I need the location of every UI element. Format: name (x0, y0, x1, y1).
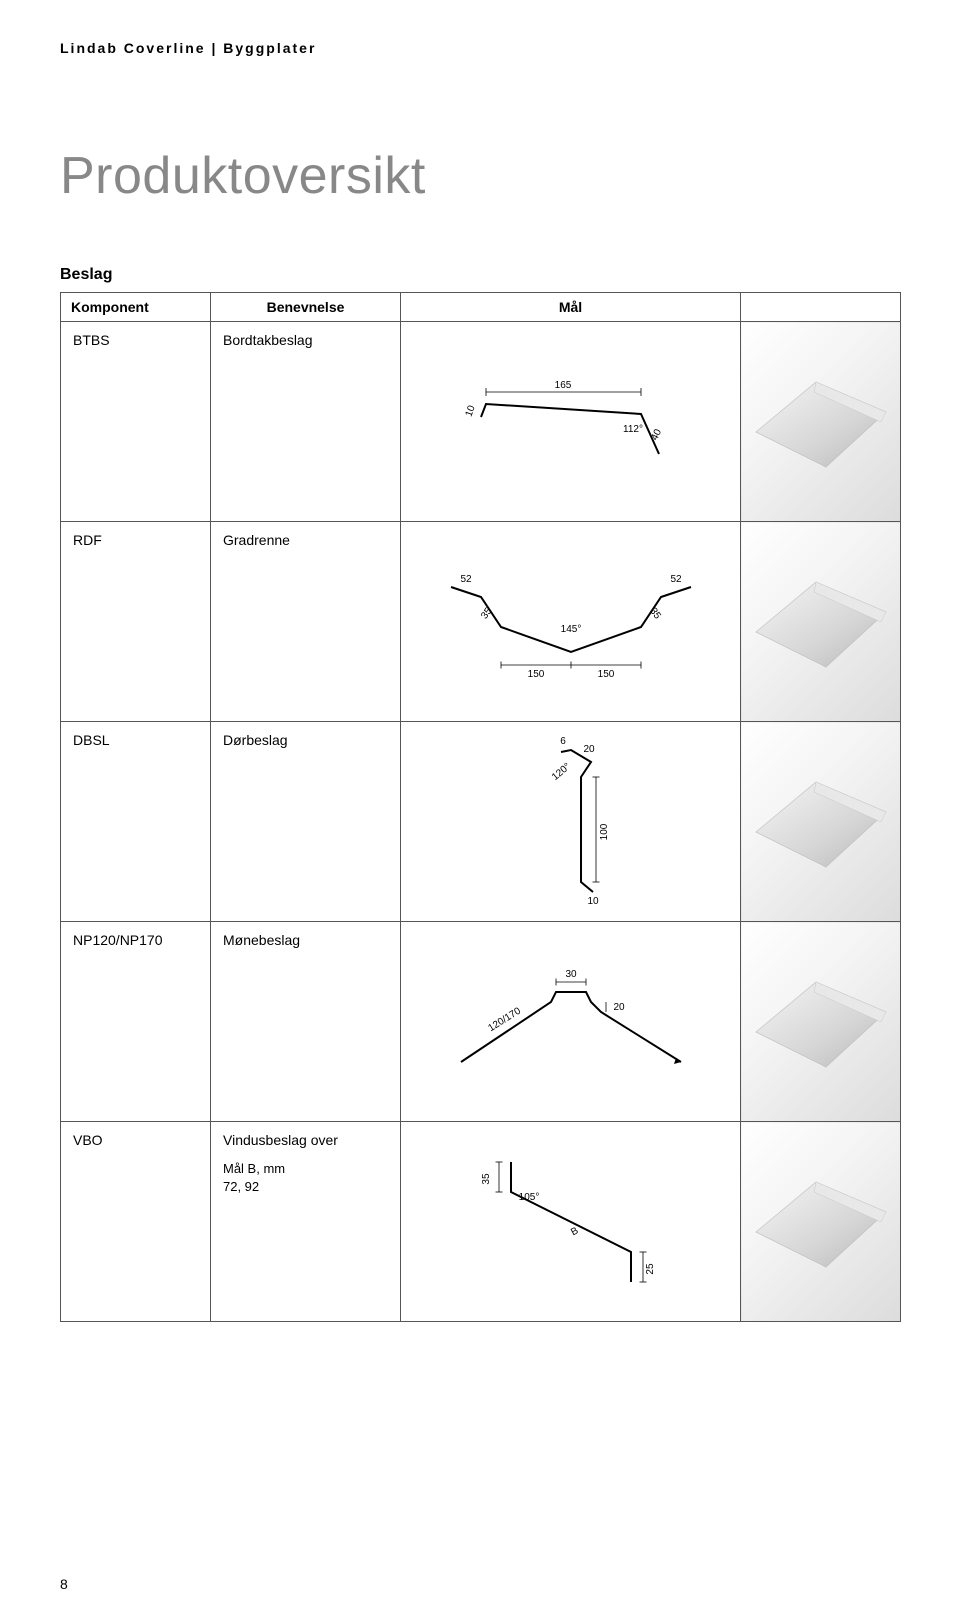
section-heading: Beslag (60, 266, 900, 284)
cell-code: NP120/NP170 (61, 922, 211, 1122)
svg-text:165: 165 (554, 380, 571, 391)
col-header-dim: Mål (401, 293, 741, 322)
svg-text:120/170: 120/170 (486, 1005, 523, 1034)
cell-diagram: 1651040112° (401, 322, 741, 522)
col-header-photo (741, 293, 901, 322)
svg-text:B: B (569, 1225, 580, 1238)
component-code: NP120/NP170 (73, 932, 163, 948)
cell-photo (741, 722, 901, 922)
component-sub: Mål B, mm72, 92 (223, 1160, 388, 1196)
cell-code: VBO (61, 1122, 211, 1322)
cell-name: Dørbeslag (211, 722, 401, 922)
cell-code: BTBS (61, 322, 211, 522)
svg-text:145°: 145° (560, 624, 581, 635)
cell-code: DBSL (61, 722, 211, 922)
svg-text:30: 30 (565, 969, 577, 980)
svg-text:35: 35 (481, 1173, 492, 1185)
page-number: 8 (60, 1576, 68, 1592)
component-code: DBSL (73, 732, 110, 748)
svg-text:52: 52 (460, 574, 472, 585)
cell-code: RDF (61, 522, 211, 722)
component-name: Dørbeslag (223, 732, 288, 748)
cell-name: Bordtakbeslag (211, 322, 401, 522)
component-code: BTBS (73, 332, 110, 348)
svg-text:100: 100 (599, 823, 610, 840)
svg-text:20: 20 (613, 1002, 625, 1013)
col-header-name: Benevnelse (211, 293, 401, 322)
svg-text:35: 35 (647, 605, 663, 621)
cell-photo (741, 922, 901, 1122)
table-row: NP120/NP170 Mønebeslag 30 20 120/170 (61, 922, 901, 1122)
cell-diagram: 6 20 120° 100 10 (401, 722, 741, 922)
cell-photo (741, 322, 901, 522)
svg-text:112°: 112° (623, 424, 643, 435)
component-name: Bordtakbeslag (223, 332, 313, 348)
component-name: Vindusbeslag over (223, 1132, 338, 1148)
product-table: Komponent Benevnelse Mål BTBS Bordtakbesl… (60, 292, 901, 1322)
table-row: BTBSBordtakbeslag1651040112° (61, 322, 901, 522)
col-header-component: Komponent (61, 293, 211, 322)
cell-name: Vindusbeslag over Mål B, mm72, 92 (211, 1122, 401, 1322)
cell-diagram: 35 105° B 25 (401, 1122, 741, 1322)
cell-name: Mønebeslag (211, 922, 401, 1122)
table-row: VBO Vindusbeslag over Mål B, mm72, 92 35 105… (61, 1122, 901, 1322)
svg-text:35: 35 (479, 605, 495, 621)
page-title: Produktoversikt (60, 146, 900, 206)
svg-text:10: 10 (463, 403, 477, 418)
table-header-row: Komponent Benevnelse Mål (61, 293, 901, 322)
cell-name: Gradrenne (211, 522, 401, 722)
component-name: Gradrenne (223, 532, 290, 548)
table-row: RDF Gradrenne 52 52 35 35 145° 150 150 (61, 522, 901, 722)
svg-text:150: 150 (597, 669, 614, 680)
cell-diagram: 52 52 35 35 145° 150 150 (401, 522, 741, 722)
cell-diagram: 30 20 120/170 (401, 922, 741, 1122)
svg-text:150: 150 (527, 669, 544, 680)
svg-text:105°: 105° (518, 1192, 539, 1203)
table-row: DBSL Dørbeslag 6 20 120° 100 10 (61, 722, 901, 922)
cell-photo (741, 522, 901, 722)
svg-text:10: 10 (587, 896, 599, 907)
header-breadcrumb: Lindab Coverline | Byggplater (60, 40, 900, 56)
svg-text:52: 52 (670, 574, 682, 585)
svg-text:6: 6 (560, 736, 566, 747)
svg-text:25: 25 (645, 1263, 656, 1275)
cell-photo (741, 1122, 901, 1322)
component-name: Mønebeslag (223, 932, 300, 948)
svg-text:20: 20 (583, 744, 595, 755)
svg-text:120°: 120° (549, 761, 572, 783)
component-code: VBO (73, 1132, 103, 1148)
component-code: RDF (73, 532, 102, 548)
